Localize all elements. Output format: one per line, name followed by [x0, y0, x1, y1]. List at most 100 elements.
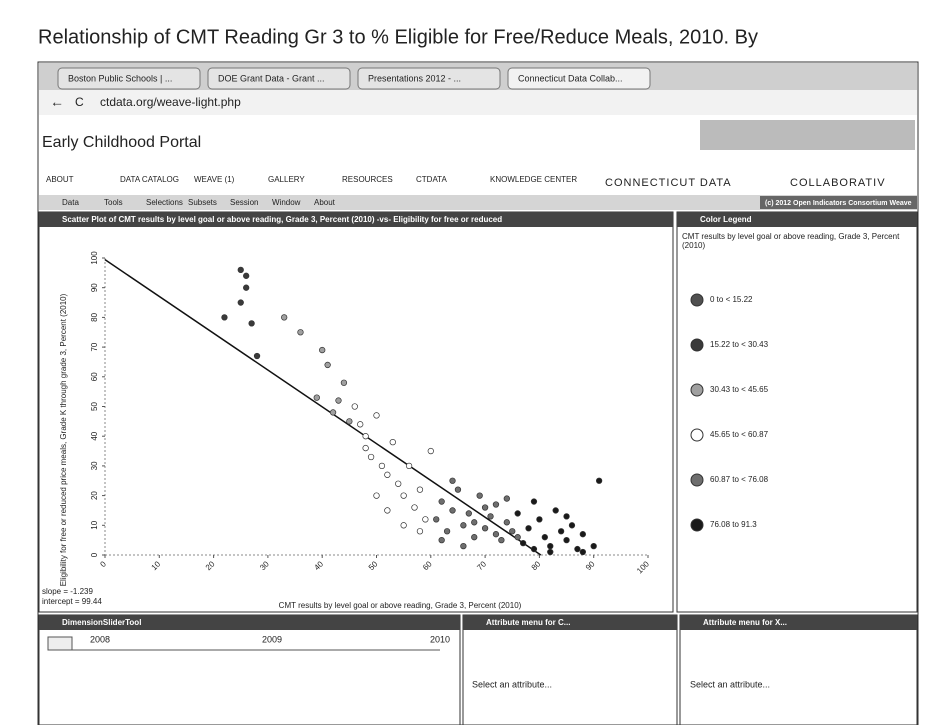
nav-item[interactable]: DATA CATALOG — [120, 175, 179, 184]
tab-label: DOE Grant Data - Grant ... — [218, 73, 325, 83]
header-banner — [700, 120, 915, 150]
address-bar — [39, 90, 917, 115]
point — [487, 513, 494, 520]
point — [373, 492, 380, 499]
point — [454, 486, 462, 493]
point — [563, 513, 570, 520]
legend-swatch — [690, 428, 704, 442]
point — [530, 498, 538, 505]
legend-label: 0 to < 15.22 — [710, 295, 753, 304]
menu-item[interactable]: Window — [272, 198, 301, 207]
legend-subtitle: CMT results by level goal or above readi… — [682, 232, 900, 250]
back-button[interactable]: ← — [50, 94, 64, 110]
x-axis-label: CMT results by level goal or above readi… — [279, 601, 522, 610]
credit: (c) 2012 Open Indicators Consortium Weav… — [765, 200, 912, 207]
nav-item[interactable]: GALLERY — [268, 175, 305, 184]
point — [471, 534, 478, 541]
legend-label: 15.22 to < 30.43 — [710, 340, 769, 349]
tab-label: Connecticut Data Collab... — [518, 73, 623, 83]
legend-title-bar — [677, 212, 917, 227]
y-tick-label: 50 — [90, 402, 99, 411]
menu-item[interactable]: About — [314, 198, 336, 207]
legend-label: 76.08 to 91.3 — [710, 520, 757, 529]
panel-title-bar — [39, 212, 673, 227]
nav-item[interactable]: KNOWLEDGE CENTER — [490, 175, 577, 184]
tab[interactable] — [207, 67, 351, 90]
brand-2: COLLABORATIV — [790, 177, 886, 189]
point — [563, 537, 570, 544]
url[interactable]: ctdata.org/weave-light.php — [100, 95, 241, 109]
point — [438, 537, 445, 544]
reload-button[interactable]: C — [75, 95, 84, 109]
point — [471, 519, 478, 526]
y-tick-label: 20 — [90, 491, 99, 500]
y-tick-label: 30 — [90, 461, 99, 470]
point — [243, 272, 250, 279]
point — [237, 266, 244, 274]
point — [400, 492, 407, 499]
point — [329, 409, 337, 416]
tab[interactable] — [57, 67, 201, 90]
attribute-prompt[interactable]: Select an attribute... — [472, 679, 552, 689]
point — [253, 352, 261, 360]
legend-swatch — [690, 338, 704, 352]
legend-title: Color Legend — [700, 215, 752, 224]
y-tick-label: 40 — [90, 431, 99, 440]
menu-item[interactable]: Selections — [146, 198, 183, 207]
scatter-panel — [38, 211, 674, 613]
menu-item[interactable]: Data — [62, 198, 79, 207]
point — [351, 403, 358, 410]
y-tick-label: 90 — [90, 283, 99, 292]
menu-bar — [39, 195, 917, 210]
legend-swatch — [690, 383, 704, 397]
y-axis-label: Eligibility for free or reduced price me… — [59, 293, 68, 586]
point — [237, 299, 244, 306]
point — [427, 447, 434, 455]
slider-year: 2010 — [430, 634, 450, 644]
point — [481, 525, 489, 532]
attribute-prompt[interactable]: Select an attribute... — [690, 679, 770, 689]
point — [492, 501, 500, 508]
tab[interactable] — [507, 67, 651, 90]
point — [411, 504, 418, 511]
menu-item[interactable]: Tools — [104, 198, 123, 207]
menu-item[interactable]: Session — [230, 198, 258, 207]
nav-item[interactable]: WEAVE (1) — [194, 175, 235, 184]
slope: slope = -1.239 — [42, 587, 93, 596]
point — [319, 346, 326, 354]
point — [574, 545, 581, 553]
point — [449, 477, 456, 484]
nav-item[interactable]: CTDATA — [416, 175, 447, 184]
y-tick-label: 100 — [90, 251, 99, 265]
point — [541, 534, 548, 541]
point — [547, 542, 554, 550]
point — [579, 548, 586, 556]
credit-box — [760, 196, 917, 209]
attribute-title-bar — [463, 615, 677, 630]
attribute-panel — [462, 614, 678, 725]
tab[interactable] — [357, 67, 501, 90]
nav-item[interactable]: RESOURCES — [342, 175, 393, 184]
x-tick-label: 0 — [98, 559, 108, 569]
point — [460, 542, 467, 550]
point — [503, 495, 510, 502]
point — [367, 453, 375, 461]
point — [557, 528, 565, 535]
point — [443, 528, 451, 535]
point — [416, 486, 424, 493]
point — [324, 361, 331, 369]
portal-name: Early Childhood Portal — [42, 134, 201, 151]
point — [519, 539, 527, 547]
nav-item[interactable]: ABOUT — [46, 175, 74, 184]
point — [449, 507, 456, 514]
point — [422, 516, 429, 523]
point — [389, 438, 396, 446]
menu-item[interactable]: Subsets — [188, 198, 217, 207]
play-button[interactable] — [47, 636, 73, 651]
slider-panel — [38, 614, 461, 725]
y-tick-label: 70 — [90, 342, 99, 351]
point — [400, 522, 407, 529]
legend-label: 45.65 to < 60.87 — [710, 430, 769, 439]
point — [373, 412, 380, 419]
